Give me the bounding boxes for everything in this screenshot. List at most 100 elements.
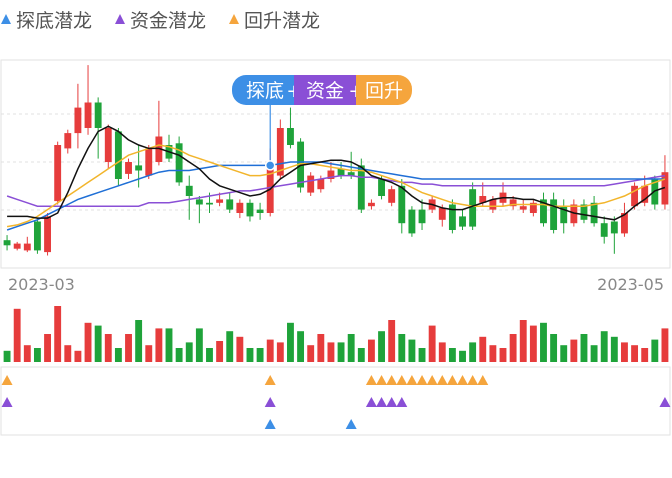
- triangle-icon: [1, 14, 11, 24]
- candle: [256, 202, 264, 220]
- candle: [114, 128, 122, 186]
- volume-bar: [287, 322, 294, 362]
- signal-triangle: [264, 375, 276, 385]
- legend-label: 探底潜龙: [16, 9, 93, 32]
- signal-triangle: [426, 375, 438, 385]
- candle-body: [509, 199, 517, 207]
- volume-bar: [246, 348, 254, 362]
- volume-bar: [125, 334, 132, 362]
- candle: [44, 213, 51, 256]
- candle: [448, 199, 456, 234]
- candle-body: [276, 128, 284, 176]
- candle: [246, 199, 254, 222]
- volume-bar: [600, 331, 608, 362]
- candle-body: [195, 199, 203, 205]
- volume-bar: [145, 345, 153, 362]
- candle: [287, 107, 294, 149]
- candle-body: [44, 216, 51, 253]
- candle: [165, 134, 173, 162]
- candle-body: [175, 143, 183, 183]
- signal-triangle: [264, 397, 276, 407]
- candle-body: [438, 207, 446, 220]
- candle-body: [246, 202, 254, 217]
- volume-bar: [347, 334, 355, 362]
- volume-bar: [3, 350, 11, 362]
- candle-body: [155, 136, 163, 162]
- volume-bar: [560, 345, 568, 362]
- legend-item-huisheng[interactable]: 回升潜龙: [228, 6, 320, 33]
- volume-bar: [631, 345, 639, 362]
- volume-bar: [610, 336, 618, 362]
- volume-bar: [398, 334, 406, 362]
- candle: [418, 199, 426, 230]
- candle-body: [367, 202, 375, 207]
- candle-body: [84, 102, 92, 128]
- volume-bar: [74, 350, 82, 362]
- candle: [94, 97, 102, 159]
- candle-body: [621, 213, 628, 234]
- candle: [236, 199, 244, 219]
- volume-bar: [317, 334, 325, 362]
- candle: [388, 185, 396, 207]
- volume-bar: [33, 348, 41, 362]
- candle-body: [378, 179, 385, 196]
- candle-body: [327, 170, 335, 179]
- volume-bar: [327, 342, 335, 362]
- candle-body: [580, 204, 588, 220]
- signal-triangle: [1, 397, 13, 407]
- volume-bar: [641, 348, 649, 362]
- candle: [125, 158, 132, 179]
- candle-body: [226, 199, 234, 210]
- volume-bar: [165, 328, 173, 362]
- candle-body: [64, 133, 72, 149]
- candle-body: [661, 172, 669, 205]
- ma-line-blue: [6, 161, 665, 231]
- candle-body: [185, 185, 193, 196]
- candle: [23, 236, 31, 253]
- volume-bar: [519, 320, 527, 362]
- volume-bar: [216, 341, 224, 362]
- candle: [3, 235, 11, 251]
- candle-body: [266, 168, 274, 213]
- volume-bar: [590, 345, 598, 362]
- candle: [145, 145, 153, 179]
- candle-body: [33, 221, 41, 251]
- candle: [155, 100, 163, 166]
- legend-item-zijin[interactable]: 资金潜龙: [114, 6, 206, 33]
- volume-bar: [499, 348, 507, 362]
- candle-body: [135, 165, 143, 171]
- ma-line-black: [7, 125, 666, 221]
- volume-bar: [509, 334, 517, 362]
- candle-body: [418, 209, 426, 224]
- badge-segment: [294, 75, 356, 105]
- signal-triangle: [457, 375, 469, 385]
- candle-body: [590, 202, 598, 224]
- volume-bar: [266, 339, 274, 362]
- volume-bar: [155, 328, 163, 362]
- candle-body: [216, 199, 224, 203]
- candle-body: [287, 128, 294, 145]
- signal-triangle: [365, 375, 377, 385]
- candle-body: [54, 145, 62, 202]
- candle-body: [347, 172, 355, 176]
- candle-body: [600, 223, 608, 237]
- candle-body: [519, 206, 527, 210]
- volume-bar: [651, 339, 659, 362]
- volume-bar: [378, 331, 385, 362]
- signal-triangle: [396, 375, 408, 385]
- signal-triangle: [386, 397, 398, 407]
- x-end-label: 2023-05: [597, 275, 664, 294]
- candle: [104, 124, 112, 169]
- volume-bar: [418, 348, 426, 362]
- volume-bar: [428, 325, 436, 362]
- signal-panel-border: [0, 366, 671, 436]
- volume-bar: [276, 342, 284, 362]
- volume-bar: [226, 331, 234, 362]
- volume-bar: [175, 348, 183, 362]
- candle-body: [125, 162, 132, 174]
- legend-item-tandi[interactable]: 探底潜龙: [0, 6, 92, 33]
- candle: [64, 129, 72, 154]
- candle-body: [13, 243, 21, 249]
- volume-bar: [479, 336, 487, 362]
